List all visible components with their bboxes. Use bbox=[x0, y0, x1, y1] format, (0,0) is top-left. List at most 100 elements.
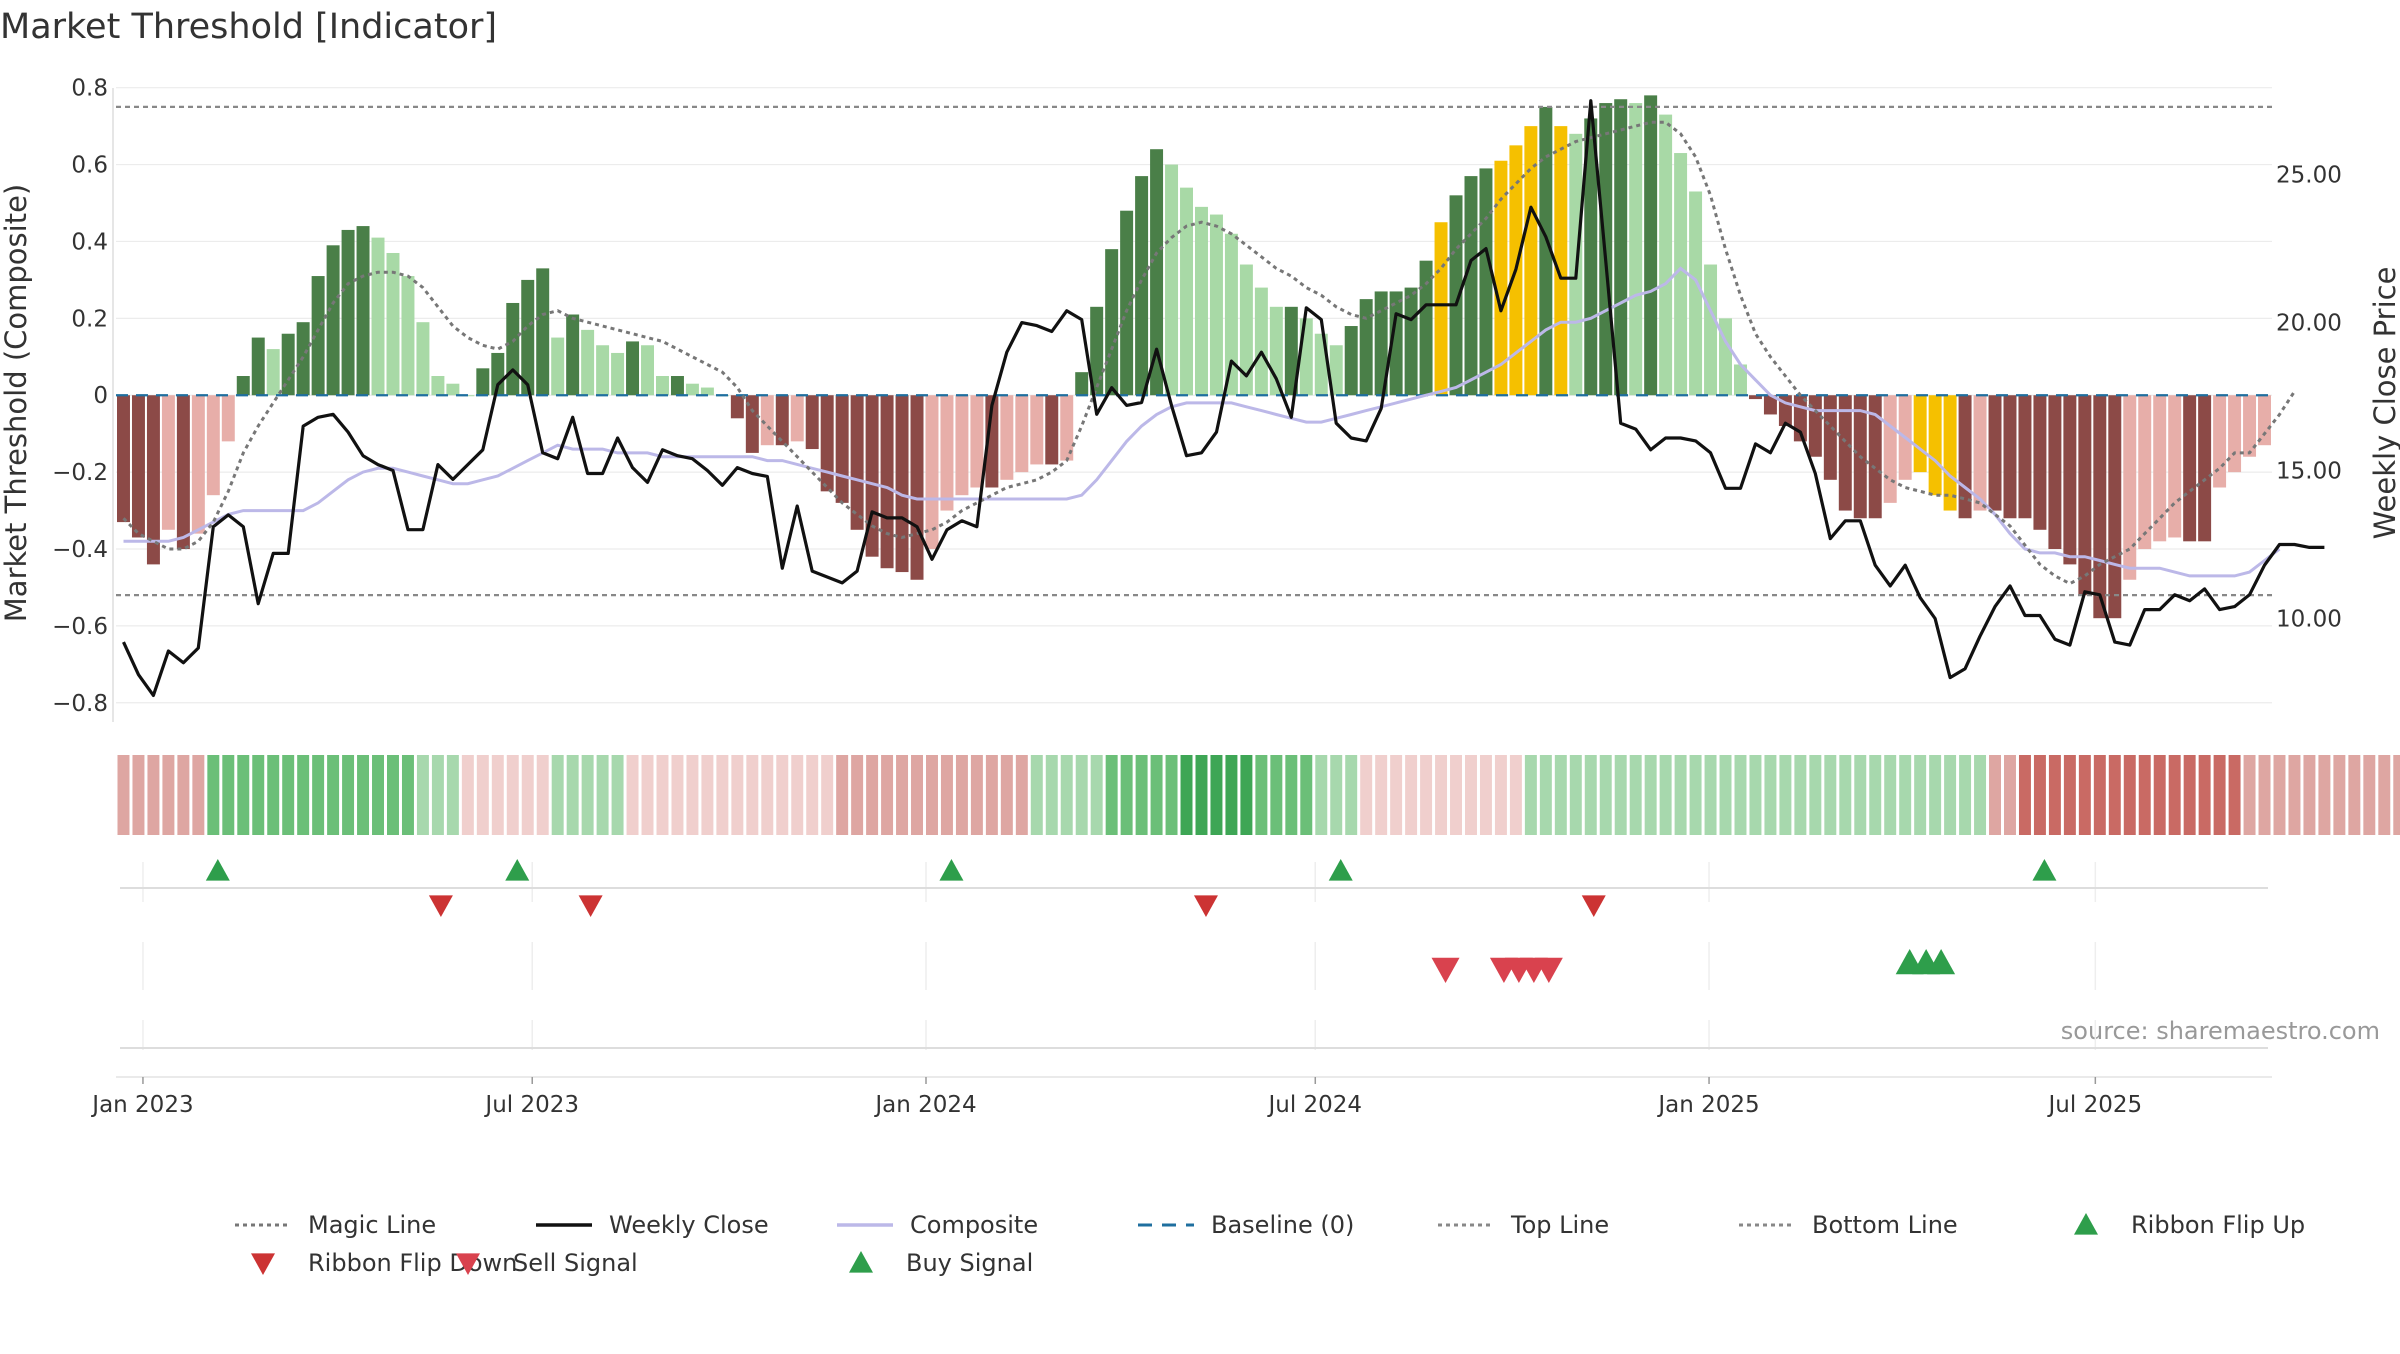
ribbon-cell bbox=[1016, 755, 1028, 835]
ribbon-cell bbox=[162, 755, 174, 835]
x-tick-label: Jan 2024 bbox=[873, 1092, 976, 1118]
ribbon-cell bbox=[1794, 755, 1806, 835]
composite-bar bbox=[2048, 395, 2061, 549]
composite-bar bbox=[1435, 222, 1448, 395]
legend-label: Bottom Line bbox=[1812, 1211, 1958, 1239]
ribbon-cell bbox=[701, 755, 713, 835]
ribbon-cell bbox=[1959, 755, 1971, 835]
composite-bar bbox=[1689, 191, 1702, 395]
ribbon-cell bbox=[2318, 755, 2330, 835]
y-left-tick-label: 0.6 bbox=[71, 153, 108, 179]
ribbon-cell bbox=[1944, 755, 1956, 835]
composite-bar bbox=[551, 338, 564, 396]
ribbon-cell bbox=[2154, 755, 2166, 835]
ribbon-cell bbox=[1106, 755, 1118, 835]
y-axis-left-label: Market Threshold (Composite) bbox=[0, 184, 33, 622]
ribbon-cell bbox=[1240, 755, 1252, 835]
legend-item: Baseline (0) bbox=[1138, 1211, 1354, 1239]
ribbon-cell bbox=[1435, 755, 1447, 835]
ribbon-flip-down-marker bbox=[1582, 895, 1606, 917]
ribbon-cell bbox=[2333, 755, 2345, 835]
ribbon-cell bbox=[2363, 755, 2375, 835]
legend-label: Ribbon Flip Up bbox=[2131, 1211, 2305, 1239]
ribbon-cell bbox=[657, 755, 669, 835]
ribbon-cell bbox=[1690, 755, 1702, 835]
composite-bar bbox=[611, 353, 624, 395]
ribbon-cell bbox=[941, 755, 953, 835]
composite-bar bbox=[1255, 288, 1268, 396]
signal-markers-layer bbox=[206, 859, 2057, 983]
composite-bar bbox=[1824, 395, 1837, 480]
composite-bar bbox=[401, 276, 414, 395]
composite-bar bbox=[207, 395, 220, 495]
ribbon-cell bbox=[806, 755, 818, 835]
composite-bar bbox=[1944, 395, 1957, 510]
ribbon-cell bbox=[282, 755, 294, 835]
composite-bar bbox=[701, 388, 714, 396]
ribbon-cell bbox=[1121, 755, 1133, 835]
ribbon-cell bbox=[2049, 755, 2061, 835]
legend-label: Magic Line bbox=[308, 1211, 436, 1239]
composite-bar bbox=[327, 245, 340, 395]
ribbon-cell bbox=[2214, 755, 2226, 835]
ribbon-cell bbox=[252, 755, 264, 835]
ribbon-cell bbox=[1735, 755, 1747, 835]
ribbon-cell bbox=[2288, 755, 2300, 835]
ribbon-cell bbox=[881, 755, 893, 835]
ribbon-cell bbox=[1555, 755, 1567, 835]
legend-label: Weekly Close bbox=[609, 1211, 769, 1239]
ribbon-cell bbox=[1255, 755, 1267, 835]
y-left-tick-label: −0.8 bbox=[52, 691, 108, 717]
ribbon-cell bbox=[1929, 755, 1941, 835]
composite-bar bbox=[1135, 176, 1148, 395]
composite-bar bbox=[1195, 207, 1208, 395]
composite-bar bbox=[1884, 395, 1897, 503]
ribbon-cell bbox=[1600, 755, 1612, 835]
ribbon-cell bbox=[1405, 755, 1417, 835]
ribbon-cell bbox=[507, 755, 519, 835]
composite-bar bbox=[1075, 372, 1088, 395]
composite-bar bbox=[2258, 395, 2271, 445]
ribbon-cell bbox=[1076, 755, 1088, 835]
ribbon-cell bbox=[2259, 755, 2271, 835]
ribbon-cell bbox=[267, 755, 279, 835]
composite-bar bbox=[1614, 99, 1627, 395]
composite-bar bbox=[2108, 395, 2121, 618]
composite-bar bbox=[117, 395, 130, 522]
ribbon-cell bbox=[1615, 755, 1627, 835]
composite-bar bbox=[1015, 395, 1028, 472]
composite-bar bbox=[521, 280, 534, 395]
chart-title: Market Threshold [Indicator] bbox=[0, 7, 497, 47]
composite-bar bbox=[2198, 395, 2211, 541]
ribbon-cell bbox=[821, 755, 833, 835]
y-left-tick-label: 0.2 bbox=[71, 306, 108, 332]
composite-bar bbox=[252, 338, 265, 396]
ribbon-cell bbox=[447, 755, 459, 835]
y-left-tick-label: −0.2 bbox=[52, 460, 108, 486]
ribbon-cell bbox=[2348, 755, 2360, 835]
ribbon-cell bbox=[177, 755, 189, 835]
ribbon-cell bbox=[2274, 755, 2286, 835]
ribbon-cell bbox=[1720, 755, 1732, 835]
ribbon-cell bbox=[1196, 755, 1208, 835]
composite-bar bbox=[1360, 299, 1373, 395]
legend-swatch bbox=[2074, 1213, 2098, 1235]
composite-bar bbox=[806, 395, 819, 449]
composite-bar bbox=[581, 330, 594, 395]
composite-bar bbox=[1554, 126, 1567, 395]
composite-bar bbox=[431, 376, 444, 395]
ribbon-cell bbox=[2004, 755, 2016, 835]
ribbon-flip-down-marker bbox=[429, 895, 453, 917]
source-note: source: sharemaestro.com bbox=[2061, 1017, 2380, 1045]
legend-label: Top Line bbox=[1510, 1211, 1609, 1239]
ribbon-cell bbox=[2034, 755, 2046, 835]
ribbon-cell bbox=[896, 755, 908, 835]
composite-bar bbox=[2228, 395, 2241, 472]
ribbon-cell bbox=[417, 755, 429, 835]
ribbon-cell bbox=[1495, 755, 1507, 835]
legend-item: Weekly Close bbox=[536, 1211, 769, 1239]
composite-bar bbox=[1150, 149, 1163, 395]
